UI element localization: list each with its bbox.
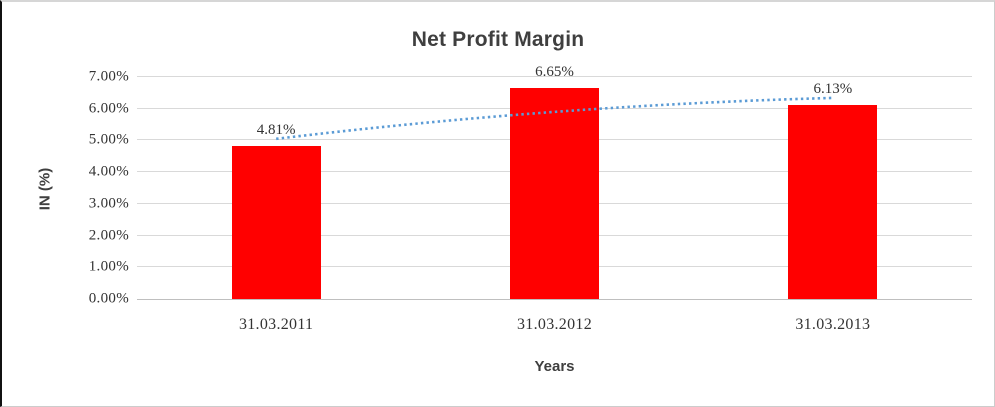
y-tick-label: 7.00% [88,68,129,85]
bar-data-label: 6.65% [535,64,574,81]
y-tick-label: 2.00% [88,227,129,244]
y-tick-label: 4.00% [88,163,129,180]
x-category-label: 31.03.2012 [517,316,592,333]
gridline [137,76,972,77]
x-axis-line [137,299,972,300]
x-category-label: 31.03.2011 [238,316,314,333]
bar-data-label: 6.13% [813,80,853,97]
trendline [276,96,833,141]
y-tick-label: 6.00% [88,100,129,117]
x-category-label: 31.03.2013 [795,316,871,333]
y-tick-label: 5.00% [88,131,129,148]
x-axis-labels: 31.03.2011 31.03.2012 31.03.2013 [137,316,972,336]
plot-area: 4.81% 6.65% 6.13% [137,64,972,300]
bar-data-label: 4.81% [256,122,296,139]
bar-31.03.2011 [231,146,321,299]
y-tick-label: 0.00% [88,290,129,307]
y-tick-label: 3.00% [88,195,129,212]
bar-31.03.2013 [788,104,878,299]
chart-title: Net Profit Margin [411,28,585,51]
trendline-path [276,96,833,141]
bar-31.03.2012 [510,88,599,299]
y-tick-label: 1.00% [88,258,129,275]
x-axis-title: Years [534,358,575,375]
y-axis-ticks: 0.00% 1.00% 2.00% 3.00% 4.00% 5.00% 6.00% 7.00% [2,69,129,307]
